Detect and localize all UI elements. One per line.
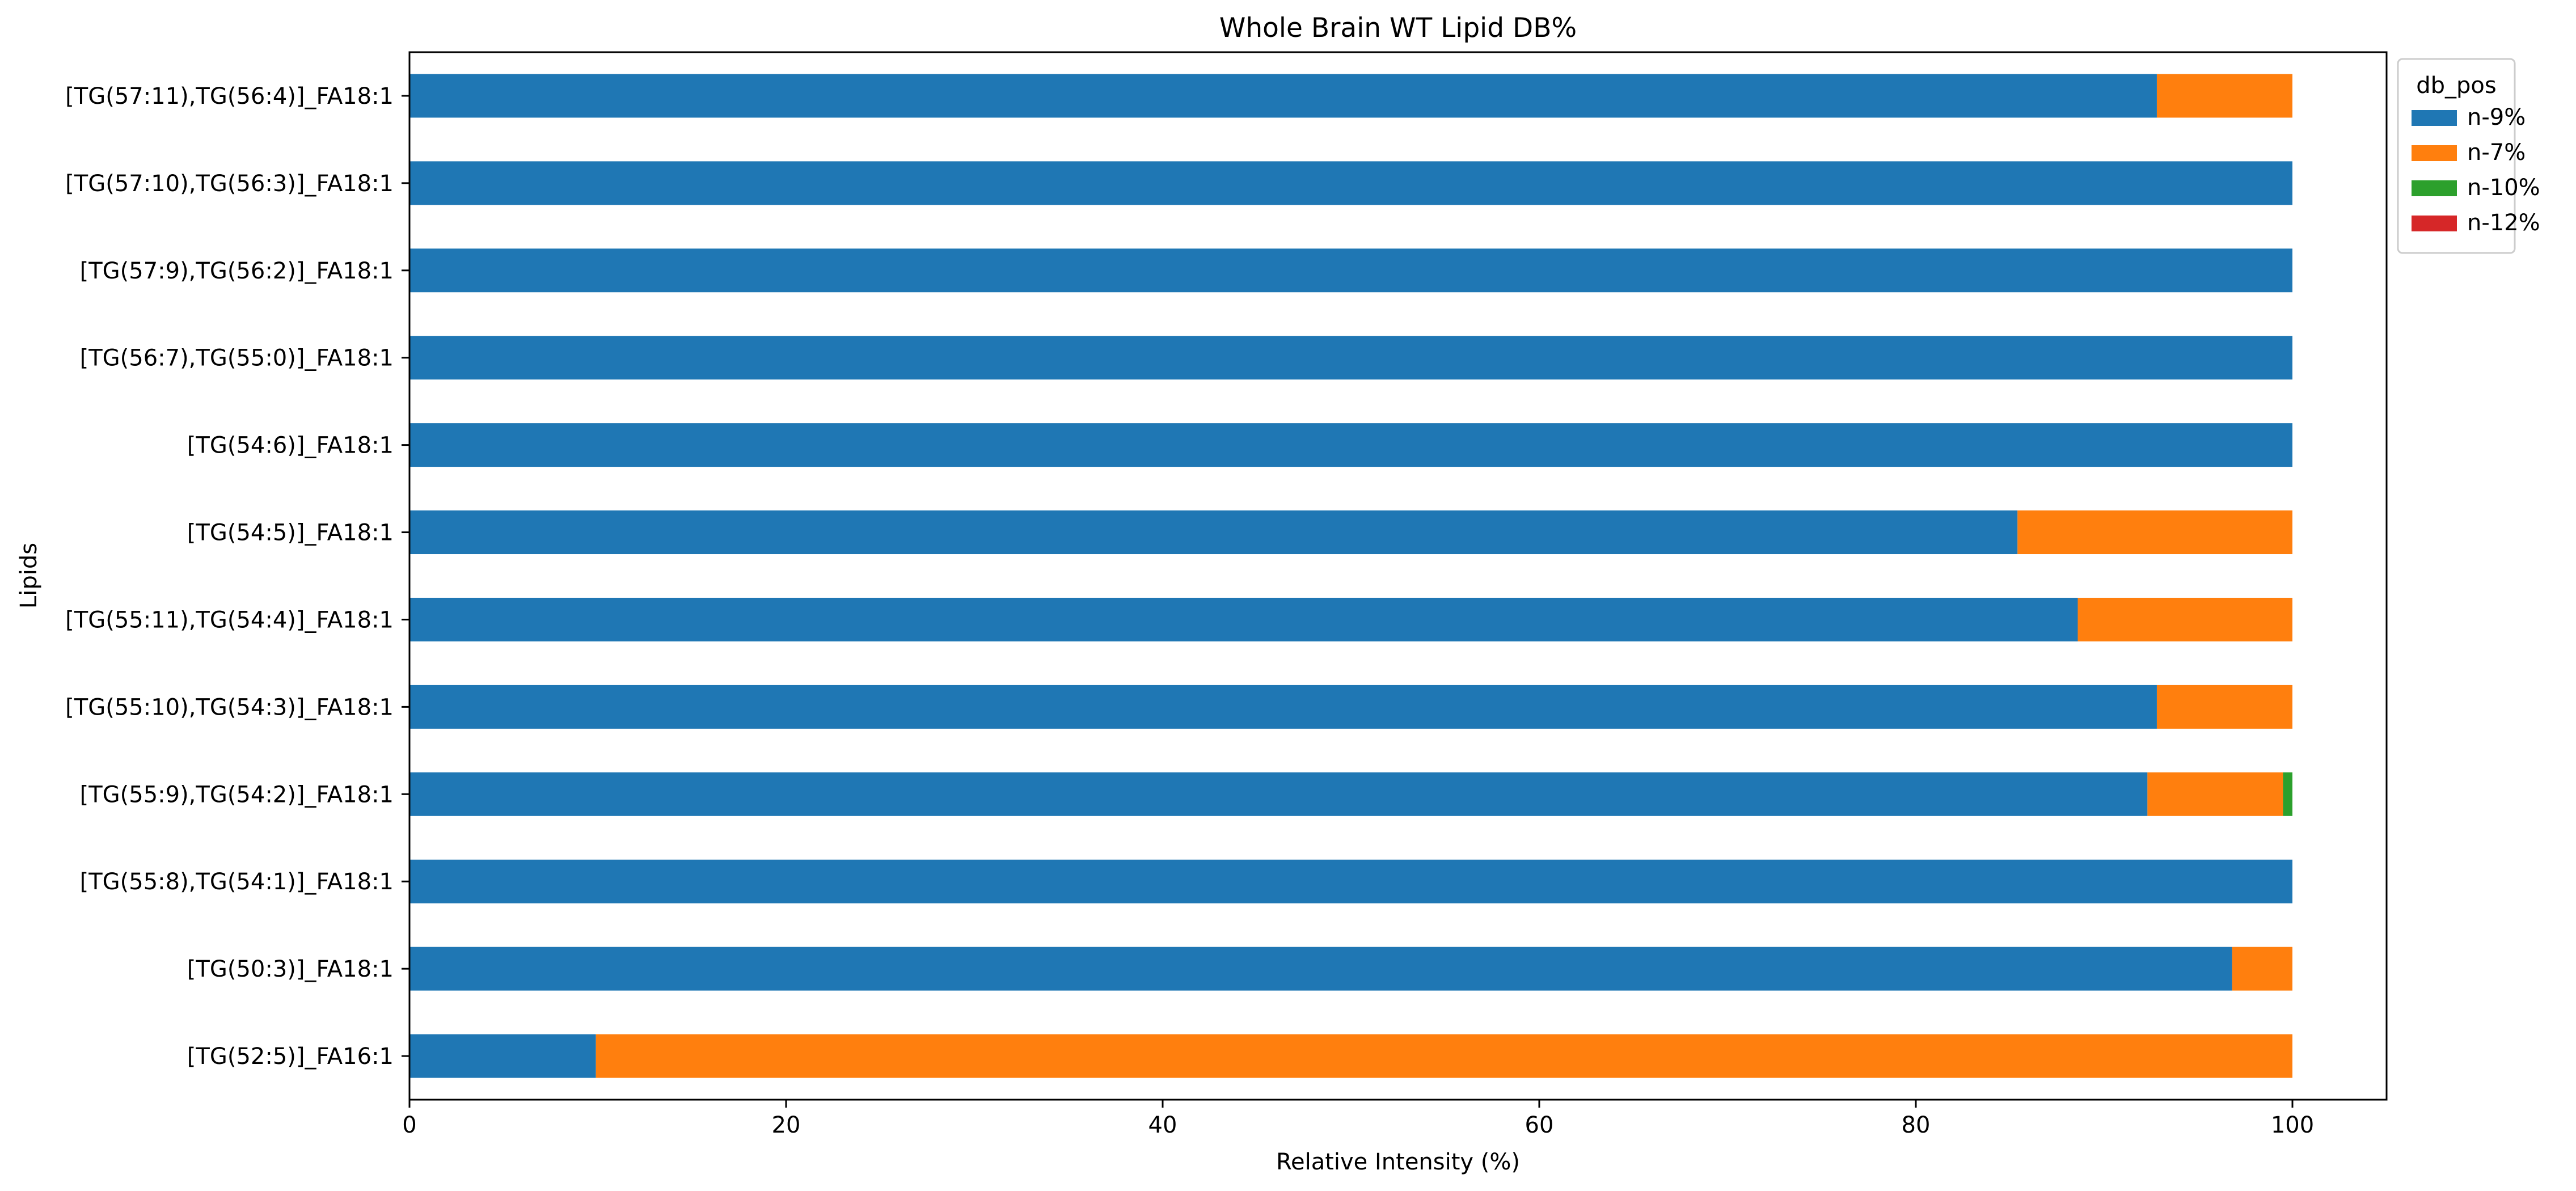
bar-segment-n-9-row-2 <box>409 161 2292 205</box>
bar-segment-n-7-row-1 <box>2156 74 2292 118</box>
bar-segment-n-9-row-9 <box>409 772 2148 816</box>
y-tick-label: [TG(57:9),TG(56:2)]_FA18:1 <box>80 258 394 284</box>
legend-swatch <box>2412 216 2457 231</box>
bar-segment-n-7-row-7 <box>2077 597 2292 641</box>
bar-segment-n-9-row-3 <box>409 248 2292 293</box>
legend-items: n-9% n-7% n-10% n-12% <box>2412 104 2540 236</box>
bar-segment-n-9-row-12 <box>409 1034 596 1078</box>
bar-segment-n-9-row-1 <box>409 74 2157 118</box>
bar-segment-n-9-row-11 <box>409 947 2232 991</box>
bar-segment-n-9-row-6 <box>409 510 2018 555</box>
y-axis-label: Lipids <box>16 543 42 609</box>
y-tick-label: [TG(55:11),TG(54:4)]_FA18:1 <box>65 607 394 633</box>
bar-segment-n-7-row-12 <box>596 1034 2292 1078</box>
y-tick-label: [TG(52:5)]_FA16:1 <box>187 1044 394 1070</box>
legend-swatch <box>2412 180 2457 196</box>
x-tick-label: 80 <box>1902 1112 1931 1138</box>
legend-title: db_pos <box>2416 73 2496 99</box>
legend-entry-label: n-10% <box>2467 175 2540 201</box>
y-tick-label: [TG(56:7),TG(55:0)]_FA18:1 <box>80 345 394 371</box>
plot-frame <box>408 51 2388 1101</box>
y-tick-label: [TG(57:11),TG(56:4)]_FA18:1 <box>65 83 394 109</box>
y-tick-label: [TG(54:5)]_FA18:1 <box>187 520 394 546</box>
y-tick-label: [TG(54:6)]_FA18:1 <box>187 433 394 459</box>
bars-layer <box>409 74 2292 1078</box>
y-tick-label: [TG(55:8),TG(54:1)]_FA18:1 <box>80 869 394 895</box>
y-axis-ticks: [TG(57:11),TG(56:4)]_FA18:1 [TG(57:10),TG… <box>65 83 409 1070</box>
y-tick-label: [TG(55:10),TG(54:3)]_FA18:1 <box>65 694 394 720</box>
x-tick-label: 40 <box>1148 1112 1177 1138</box>
bar-segment-n-10-row-9 <box>2283 772 2292 816</box>
x-tick-label: 60 <box>1525 1112 1554 1138</box>
legend-swatch <box>2412 110 2457 126</box>
bar-segment-n-7-row-8 <box>2156 685 2292 729</box>
bar-segment-n-9-row-7 <box>409 597 2078 641</box>
bar-segment-n-7-row-9 <box>2147 772 2283 816</box>
chart-title: Whole Brain WT Lipid DB% <box>1219 12 1577 44</box>
bar-segment-n-9-row-5 <box>409 423 2292 467</box>
legend-entry-label: n-7% <box>2467 140 2526 166</box>
x-axis-ticks: 0 20 40 60 80 100 <box>402 1100 2314 1138</box>
x-axis-label: Relative Intensity (%) <box>1276 1149 1520 1175</box>
legend-entry-label: n-12% <box>2467 210 2540 236</box>
bar-segment-n-9-row-10 <box>409 859 2292 903</box>
x-tick-label: 20 <box>772 1112 801 1138</box>
y-tick-label: [TG(57:10),TG(56:3)]_FA18:1 <box>65 171 394 197</box>
bar-segment-n-7-row-6 <box>2017 510 2292 555</box>
bar-segment-n-9-row-8 <box>409 685 2157 729</box>
x-tick-label: 0 <box>402 1112 416 1138</box>
legend: db_pos n-9% n-7% n-10% n-12% <box>2397 58 2540 254</box>
legend-swatch <box>2412 145 2457 161</box>
bar-segment-n-9-row-4 <box>409 336 2292 380</box>
y-tick-label: [TG(55:9),TG(54:2)]_FA18:1 <box>80 782 394 808</box>
bar-segment-n-7-row-11 <box>2232 947 2292 991</box>
x-tick-label: 100 <box>2271 1112 2314 1138</box>
legend-entry-label: n-9% <box>2467 104 2526 130</box>
y-tick-label: [TG(50:3)]_FA18:1 <box>187 956 394 982</box>
